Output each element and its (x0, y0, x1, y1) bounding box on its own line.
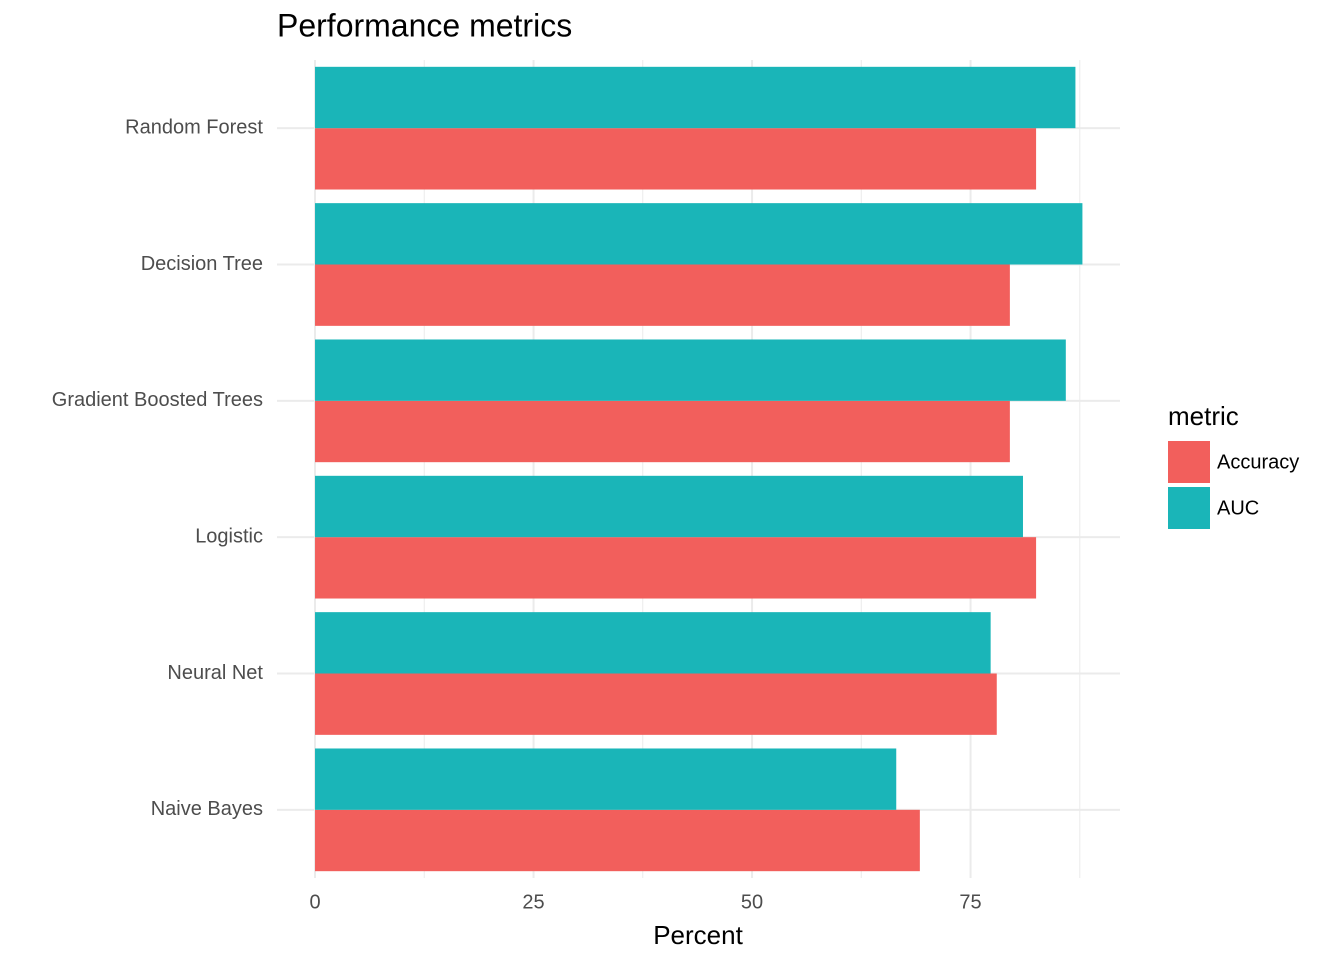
y-tick-label: Gradient Boosted Trees (52, 389, 263, 411)
y-tick-label: Random Forest (125, 116, 263, 138)
bar (315, 537, 1037, 599)
legend-key (1168, 441, 1210, 483)
y-tick-label: Logistic (195, 525, 263, 547)
x-tick-label: 0 (309, 891, 320, 913)
bar (315, 339, 1066, 401)
legend-key (1168, 487, 1210, 529)
x-tick-label: 75 (959, 891, 981, 913)
bar (315, 673, 997, 735)
legend-label: AUC (1217, 497, 1259, 519)
legend-label: Accuracy (1217, 451, 1299, 473)
y-tick-label: Decision Tree (141, 253, 263, 275)
legend-title: metric (1168, 401, 1239, 431)
x-tick-label: 50 (741, 891, 763, 913)
bar (315, 809, 920, 872)
y-tick-label: Neural Net (167, 662, 263, 684)
bar (315, 264, 1010, 326)
bar (315, 475, 1023, 538)
bar (315, 128, 1037, 190)
x-axis-title: Percent (653, 920, 743, 950)
bar (315, 748, 897, 810)
bar (315, 66, 1076, 129)
x-tick-label: 25 (522, 891, 544, 913)
bar (315, 400, 1010, 463)
chart-title: Performance metrics (277, 7, 572, 43)
y-tick-label: Naive Bayes (151, 798, 263, 820)
bar (315, 612, 991, 674)
bar (315, 203, 1083, 265)
